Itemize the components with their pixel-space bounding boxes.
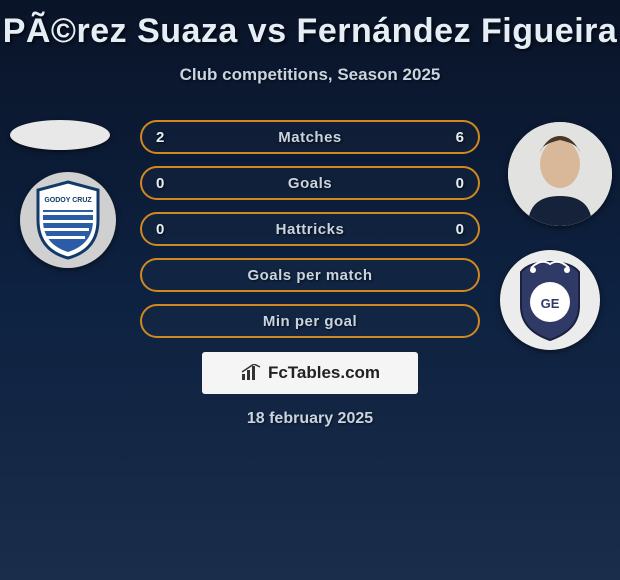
stat-left-value: 0 (156, 175, 164, 192)
stat-row-goals: 0 Goals 0 (140, 166, 480, 200)
svg-text:GODOY CRUZ: GODOY CRUZ (44, 197, 92, 204)
watermark-text: FcTables.com (268, 363, 380, 383)
stat-right-value: 0 (456, 175, 464, 192)
page-title: PÃ©rez Suaza vs Fernández Figueira (0, 0, 620, 51)
stat-label: Goals per match (247, 267, 372, 284)
stat-left-value: 2 (156, 129, 164, 146)
stat-label: Min per goal (263, 313, 357, 330)
subtitle: Club competitions, Season 2025 (0, 65, 620, 85)
bar-chart-icon (240, 364, 264, 382)
stat-row-hattricks: 0 Hattricks 0 (140, 212, 480, 246)
player-photo-icon (508, 122, 612, 226)
infographic-container: PÃ©rez Suaza vs Fernández Figueira Club … (0, 0, 620, 580)
stat-row-min-per-goal: Min per goal (140, 304, 480, 338)
svg-text:GE: GE (541, 296, 560, 311)
stat-right-value: 6 (456, 129, 464, 146)
shield-icon: GE (511, 258, 589, 342)
club-left-badge: GODOY CRUZ (20, 172, 116, 268)
stat-row-goals-per-match: Goals per match (140, 258, 480, 292)
stat-label: Matches (278, 129, 342, 146)
stat-right-value: 0 (456, 221, 464, 238)
club-right-badge: GE (500, 250, 600, 350)
stat-label: Hattricks (276, 221, 345, 238)
player-left-avatar (10, 120, 110, 150)
stat-left-value: 0 (156, 221, 164, 238)
shield-icon: GODOY CRUZ (33, 180, 103, 260)
player-right-avatar (508, 122, 612, 226)
stat-row-matches: 2 Matches 6 (140, 120, 480, 154)
stat-label: Goals (288, 175, 332, 192)
date-text: 18 february 2025 (0, 410, 620, 428)
watermark-badge: FcTables.com (202, 352, 418, 394)
stats-area: 2 Matches 6 0 Goals 0 0 Hattricks 0 Goal… (140, 120, 480, 350)
